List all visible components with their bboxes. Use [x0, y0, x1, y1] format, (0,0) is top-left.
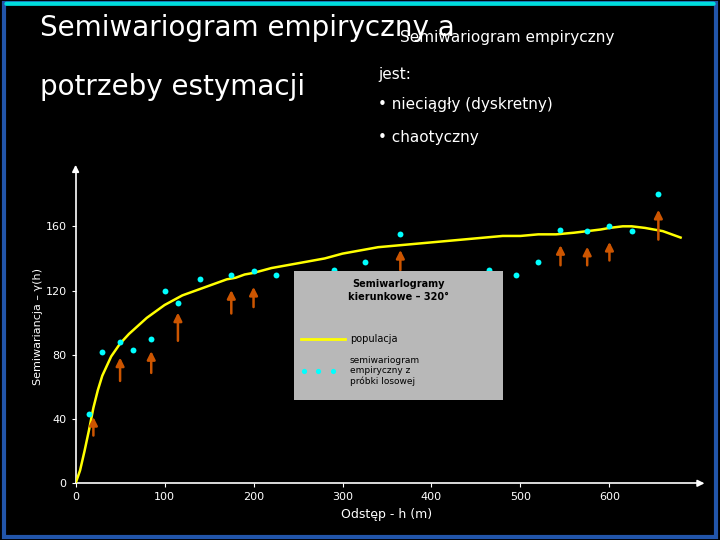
- Point: [301, 275, 312, 284]
- Point: [328, 265, 339, 274]
- Point: [225, 270, 237, 279]
- Text: Semiwarlogramy
kierunkowe – 320°: Semiwarlogramy kierunkowe – 320°: [348, 279, 449, 302]
- Point: [327, 367, 338, 375]
- Text: Semiwariogram empiryczny a: Semiwariogram empiryczny a: [40, 14, 454, 42]
- Point: [510, 270, 522, 279]
- Point: [603, 222, 615, 231]
- X-axis label: Odstęp - h (m): Odstęp - h (m): [341, 508, 433, 521]
- Point: [359, 258, 371, 266]
- Y-axis label: Semiwariancja – γ(h): Semiwariancja – γ(h): [32, 268, 42, 385]
- Point: [395, 230, 406, 239]
- Point: [84, 410, 95, 418]
- Point: [159, 286, 171, 295]
- Point: [533, 258, 544, 266]
- Text: populacja: populacja: [350, 334, 397, 344]
- Point: [127, 346, 139, 354]
- Point: [248, 267, 259, 275]
- Point: [426, 275, 437, 284]
- Text: • chaotyczny: • chaotyczny: [378, 130, 479, 145]
- Text: • nieciągły (dyskretny): • nieciągły (dyskretny): [378, 97, 553, 112]
- Point: [312, 367, 324, 375]
- Point: [172, 299, 184, 308]
- Point: [582, 227, 593, 235]
- Point: [145, 334, 157, 343]
- Text: semiwariogram
empiryczny z
próbki losowej: semiwariogram empiryczny z próbki losowe…: [350, 356, 420, 386]
- Text: Semiwariogram empiryczny: Semiwariogram empiryczny: [400, 30, 614, 45]
- Point: [299, 367, 310, 375]
- Text: jest:: jest:: [378, 68, 411, 83]
- Point: [114, 338, 126, 346]
- Point: [96, 347, 108, 356]
- Point: [554, 225, 566, 234]
- Text: potrzeby estymacji: potrzeby estymacji: [40, 73, 305, 101]
- Point: [194, 275, 206, 284]
- FancyBboxPatch shape: [294, 271, 503, 400]
- Point: [270, 270, 282, 279]
- Point: [484, 265, 495, 274]
- Point: [626, 227, 637, 235]
- Point: [652, 190, 664, 199]
- Point: [452, 270, 464, 279]
